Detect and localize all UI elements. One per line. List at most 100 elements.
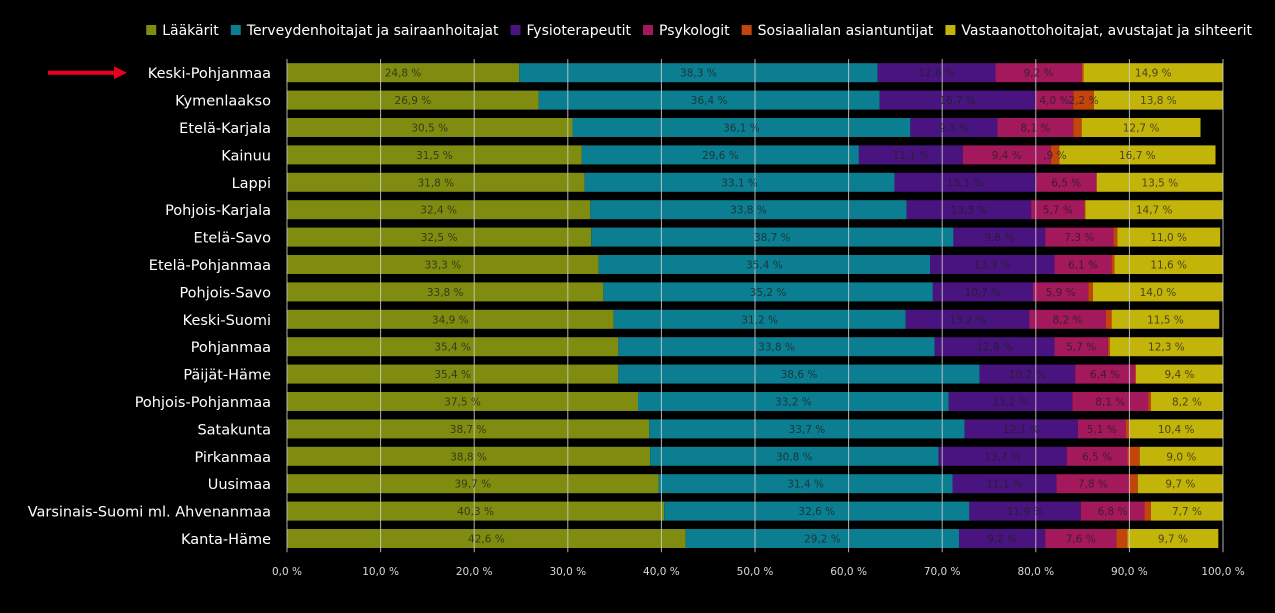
x-tick-label: 60,0 % [830, 566, 867, 578]
category-label: Pohjois-Savo [179, 285, 271, 301]
bar-segment [959, 529, 1046, 548]
data-label: 11,5 % [1147, 314, 1184, 326]
category-label: Etelä-Karjala [179, 121, 271, 137]
x-tick-label: 90,0 % [1111, 566, 1148, 578]
data-label: 15,1 % [947, 177, 984, 189]
data-labels: 24,8 % 38,3 % 12,6 % 9,2 % 14,9 % 26,9 % 36,4 … [385, 68, 1202, 546]
category-label: Kanta-Häme [181, 532, 271, 548]
category-label: Etelä-Pohjanmaa [149, 258, 271, 274]
bar-segment [287, 227, 592, 247]
bar-segment [1137, 474, 1223, 494]
bar-segment [1084, 200, 1086, 220]
x-tick-label: 50,0 % [737, 566, 774, 578]
x-tick-label: 100,0 % [1201, 566, 1244, 578]
bar-segment [1139, 446, 1223, 466]
legend-swatch [230, 25, 241, 35]
data-label: 13,2 % [949, 314, 986, 326]
category-label: Uusimaa [208, 477, 271, 493]
category-label: Etelä-Savo [194, 231, 272, 247]
bar-segment [1111, 255, 1115, 274]
data-label: 37,5 % [444, 397, 481, 409]
bar-segment [1045, 227, 1114, 247]
data-label: 11,1 % [892, 150, 929, 162]
category-label: Keski-Pohjanmaa [148, 66, 271, 82]
data-label: 5,1 % [1087, 424, 1117, 436]
data-label: 8,1 % [1020, 123, 1050, 135]
data-label: 13,5 % [1141, 177, 1178, 189]
bar-segment [1073, 118, 1082, 137]
category-label: Keski-Suomi [183, 313, 271, 329]
data-label: 5,7 % [1043, 205, 1073, 217]
data-label: 29,6 % [702, 150, 739, 162]
bar-segment [287, 282, 604, 302]
x-tick-label: 10,0 % [362, 566, 399, 578]
bar-segment [572, 118, 911, 137]
bar-segment [1113, 227, 1118, 247]
data-label: 35,2 % [750, 287, 787, 299]
bar-segment [638, 392, 949, 411]
category-label: Pohjanmaa [191, 340, 271, 356]
bar-segment [603, 282, 933, 302]
data-label: 11,0 % [1150, 232, 1187, 244]
data-label: 9,4 % [1164, 369, 1194, 381]
data-label: 30,5 % [411, 123, 448, 135]
data-label: 9,7 % [1158, 534, 1188, 546]
data-label: 11,1 % [986, 479, 1023, 491]
bar-segment [1114, 255, 1223, 274]
data-label: 13,8 % [1140, 95, 1177, 107]
bar-segment [1083, 63, 1223, 83]
bar-segment [969, 501, 1081, 521]
data-label: 30,8 % [776, 451, 813, 463]
data-label: 29,2 % [804, 534, 841, 546]
bar-segment [1075, 364, 1136, 384]
data-label: 14,9 % [1135, 68, 1172, 80]
bar-segment [1032, 282, 1089, 302]
legend-swatch [146, 25, 157, 35]
bar-segment [1096, 172, 1223, 192]
bar-segment [613, 309, 906, 329]
data-label: 33,3 % [424, 260, 461, 272]
bar-segment [1077, 419, 1126, 439]
x-tick-label: 20,0 % [456, 566, 493, 578]
category-label: Kainuu [221, 148, 271, 164]
bar-segment [581, 145, 859, 165]
bar-segment [1127, 529, 1219, 548]
legend-label: Lääkärit [162, 23, 219, 39]
bar-segment [287, 118, 573, 137]
bar-segment [952, 474, 1057, 494]
legend-swatch [510, 25, 521, 35]
bar-segment [650, 446, 939, 466]
data-label: 35,4 % [434, 369, 471, 381]
bar-segment [906, 200, 1032, 220]
data-label: 42,6 % [468, 534, 505, 546]
data-label: 7,3 % [1064, 232, 1094, 244]
data-label: 32,5 % [421, 232, 458, 244]
data-label: 8,1 % [1095, 397, 1125, 409]
category-label: Pirkanmaa [194, 450, 271, 466]
category-label: Lappi [232, 176, 271, 192]
bar-segment [1148, 392, 1151, 411]
gridlines [286, 59, 1224, 553]
right-arrow-icon [48, 66, 127, 80]
legend-label: Fysioterapeutit [527, 23, 632, 39]
bar-segment [1129, 474, 1138, 494]
bar-segment [287, 529, 686, 548]
bar-segment [894, 172, 1036, 192]
bar-segment [938, 446, 1067, 466]
bars-layer [287, 63, 1223, 548]
bar-segment [1050, 145, 1060, 165]
data-label: 36,4 % [691, 95, 728, 107]
data-label: 13,3 % [951, 205, 988, 217]
data-label: 34,9 % [432, 314, 469, 326]
bar-segment [1117, 227, 1221, 247]
data-label: 33,7 % [789, 424, 826, 436]
bar-segment [1109, 337, 1223, 357]
data-label: 5,9 % [1046, 287, 1076, 299]
bar-segment [1092, 282, 1223, 302]
bar-segment [287, 337, 619, 357]
data-label: 35,4 % [434, 342, 471, 354]
bar-segment [1088, 282, 1093, 302]
data-label: 31,5 % [416, 150, 453, 162]
bar-segment [287, 200, 591, 220]
bar-segment [1080, 501, 1145, 521]
